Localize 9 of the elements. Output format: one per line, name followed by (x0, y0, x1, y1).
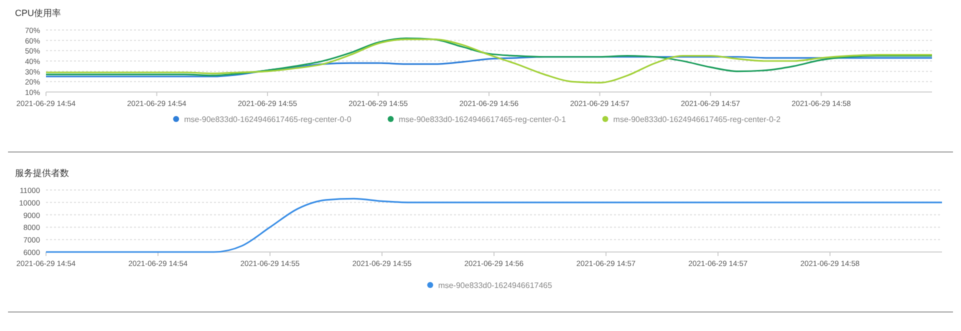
legend-label: mse-90e833d0-1624946617465-reg-center-0-0 (184, 115, 352, 124)
legend-label: mse-90e833d0-1624946617465-reg-center-0-1 (398, 115, 566, 124)
chart-title: 服务提供者数 (15, 168, 69, 178)
chart-title: CPU使用率 (15, 8, 62, 18)
legend-label: mse-90e833d0-1624946617465 (438, 281, 553, 290)
line-series (45, 37, 933, 76)
legend-label: mse-90e833d0-1624946617465-reg-center-0-2 (613, 115, 782, 124)
line-series (45, 198, 943, 253)
line-series (45, 38, 933, 84)
